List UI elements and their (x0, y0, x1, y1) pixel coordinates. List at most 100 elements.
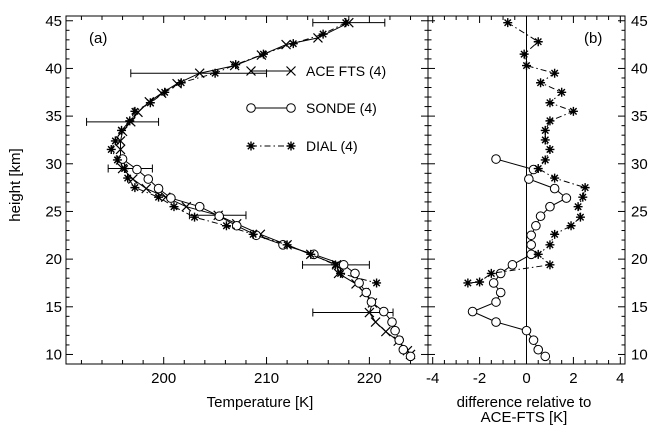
marker-dial-b (545, 240, 555, 250)
marker-dial-b (575, 212, 585, 222)
marker-sonde-a (354, 278, 364, 288)
marker-dial-a (306, 249, 316, 259)
marker-dial-a (112, 155, 122, 165)
error-bar-ace (107, 164, 153, 173)
marker-dial-a (330, 260, 340, 270)
marker-dial-a (336, 268, 346, 278)
marker-dial-a (210, 68, 220, 78)
legend-marker-sonde (286, 103, 296, 113)
marker-sonde-a (166, 193, 176, 203)
marker-dial-b (503, 18, 513, 28)
y-tick-label-right: 30 (631, 156, 648, 173)
marker-dial-a (231, 60, 241, 70)
y-tick-label-left: 10 (45, 346, 62, 363)
series-line-sonde-a (122, 158, 411, 357)
marker-dial-a (282, 240, 292, 250)
marker-dial-a (106, 144, 116, 154)
marker-sonde-a (390, 325, 400, 336)
legend-label-dial: DIAL (4) (306, 138, 358, 154)
marker-sonde-a (132, 164, 142, 175)
marker-dial-a (120, 164, 130, 174)
marker-sonde-b (491, 154, 501, 164)
marker-dial-a (130, 183, 140, 193)
y-tick-label-right: 35 (631, 108, 648, 125)
y-tick-label-right: 45 (631, 13, 648, 30)
marker-dial-a (318, 29, 328, 39)
series-dial-a (106, 18, 382, 288)
marker-dial-b (540, 125, 550, 135)
x-axis-title-a: Temperature [K] (207, 394, 314, 411)
series-sonde-a (117, 154, 416, 362)
y-tick-label-left: 40 (45, 60, 62, 77)
marker-sonde-a (338, 260, 349, 270)
x-tick-label-a: 220 (357, 370, 382, 387)
marker-sonde-b (491, 317, 501, 327)
y-tick-label-left: 15 (45, 299, 62, 316)
marker-dial-a (125, 116, 135, 126)
marker-dial-b (533, 37, 543, 47)
marker-sonde-b (467, 306, 478, 317)
marker-dial-a (169, 202, 179, 212)
legend-label-ace: ACE FTS (4) (306, 63, 386, 79)
series-line-dial-b (467, 22, 586, 284)
marker-dial-a (130, 106, 140, 116)
y-tick-label-right: 20 (631, 251, 648, 268)
marker-sonde-b (561, 193, 572, 203)
marker-ace-a (380, 326, 391, 337)
marker-sonde-b (533, 344, 544, 355)
series-sonde-b (467, 154, 572, 362)
marker-dial-a (372, 278, 382, 288)
marker-sonde-a (350, 268, 360, 279)
marker-dial-b (463, 278, 473, 288)
legend-marker-dial (246, 141, 256, 151)
y-tick-label-left: 20 (45, 251, 62, 268)
marker-sonde-a (378, 306, 389, 317)
x-axis-title-b-line1: difference relative to (457, 394, 592, 411)
marker-sonde-b (549, 183, 560, 194)
marker-dial-b (557, 87, 567, 97)
marker-dial-b (550, 68, 560, 78)
marker-sonde-b (488, 278, 499, 288)
marker-dial-b (550, 229, 560, 239)
y-tick-label-right: 10 (631, 346, 648, 363)
marker-sonde-b (524, 174, 534, 184)
marker-sonde-b (535, 211, 546, 222)
marker-sonde-b (491, 297, 501, 307)
marker-sonde-a (405, 351, 416, 362)
marker-sonde-a (366, 297, 377, 307)
x-tick-label-b: 0 (522, 370, 530, 387)
marker-ace-a (364, 307, 375, 318)
marker-dial-a (123, 173, 133, 183)
marker-sonde-b (540, 351, 551, 362)
x-tick-label-a: 210 (254, 370, 279, 387)
marker-dial-a (288, 39, 298, 49)
marker-sonde-a (231, 220, 242, 231)
marker-sonde-b (507, 260, 518, 270)
y-tick-label-left: 25 (45, 203, 62, 220)
marker-sonde-b (521, 325, 532, 336)
marker-ace-a (141, 183, 152, 194)
marker-dial-b (578, 192, 588, 202)
marker-sonde-b (526, 230, 536, 241)
marker-dial-b (522, 61, 531, 71)
panel-b-difference-profile: -4 -2 0 2 4 10 15 20 25 30 35 40 45 (426, 13, 648, 387)
marker-dial-b (550, 173, 560, 183)
marker-dial-a (190, 212, 200, 222)
marker-sonde-a (214, 211, 225, 222)
marker-dial-a (258, 49, 268, 59)
marker-dial-a (117, 125, 127, 135)
marker-sonde-a (387, 317, 397, 327)
marker-dial-a (221, 221, 231, 231)
marker-sonde-b (495, 268, 506, 279)
y-tick-label-right: 15 (631, 299, 648, 316)
marker-sonde-b (545, 201, 555, 212)
y-tick-label-right: 40 (631, 60, 648, 77)
marker-sonde-b (495, 287, 506, 298)
marker-sonde-a (143, 174, 154, 184)
marker-dial-b (533, 164, 543, 174)
y-axis-title: height [km] (7, 148, 24, 221)
panel-b-label: (b) (584, 30, 602, 47)
x-tick-label-b: 4 (616, 370, 624, 387)
x-axis-title-b-line2: ACE-FTS [K] (481, 409, 568, 425)
